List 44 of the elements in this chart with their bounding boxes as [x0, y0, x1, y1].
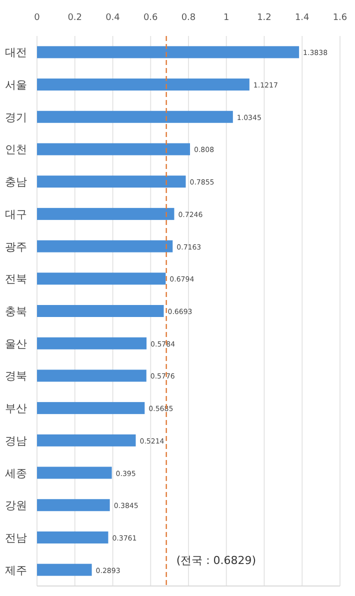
bar	[37, 564, 92, 576]
ref-line-label: (전국 : 0.6829)	[176, 554, 256, 567]
x-tick-label: 1	[224, 13, 230, 23]
y-tick-label: 전북	[5, 272, 27, 286]
bar	[37, 272, 166, 285]
x-tick-label: 0.6	[143, 13, 158, 23]
bar	[37, 434, 136, 446]
bar	[37, 370, 146, 382]
x-tick-label: 0	[34, 13, 40, 23]
bar	[37, 46, 300, 58]
x-tick-label: 1.6	[332, 13, 348, 23]
bar	[37, 176, 186, 188]
bar	[37, 499, 110, 512]
y-tick-label: 경북	[5, 370, 27, 383]
y-tick-label: 세종	[5, 466, 27, 480]
y-tick-label: 대구	[5, 208, 27, 221]
y-tick-label: 인천	[5, 143, 27, 156]
y-tick-label: 부산	[5, 402, 27, 416]
bar	[37, 466, 112, 479]
bar	[37, 78, 250, 91]
y-tick-label: 제주	[5, 564, 27, 577]
bar	[37, 531, 108, 544]
y-tick-label: 대전	[5, 46, 27, 60]
bar	[37, 305, 164, 317]
y-tick-label: 충남	[5, 176, 27, 189]
x-tick-label: 0.4	[106, 13, 120, 23]
y-tick-label: 전남	[5, 531, 27, 544]
y-tick-label: 충북	[5, 305, 27, 318]
y-tick-label: 경기	[5, 110, 27, 124]
y-tick-label: 광주	[5, 240, 27, 254]
bar	[37, 240, 173, 252]
y-tick-label: 서울	[5, 78, 27, 92]
x-tick-label: 0.8	[181, 13, 196, 23]
bar	[37, 143, 190, 156]
x-tick-label: 1.2	[257, 13, 272, 23]
x-tick-label: 1.4	[294, 13, 310, 23]
y-tick-label: 경남	[5, 434, 27, 448]
bar	[37, 402, 145, 414]
y-tick-label: 강원	[5, 499, 27, 512]
bar	[37, 337, 147, 350]
bar	[37, 208, 174, 220]
x-tick-label: 0.2	[68, 13, 82, 23]
bar	[37, 110, 233, 123]
y-tick-label: 울산	[5, 337, 27, 350]
